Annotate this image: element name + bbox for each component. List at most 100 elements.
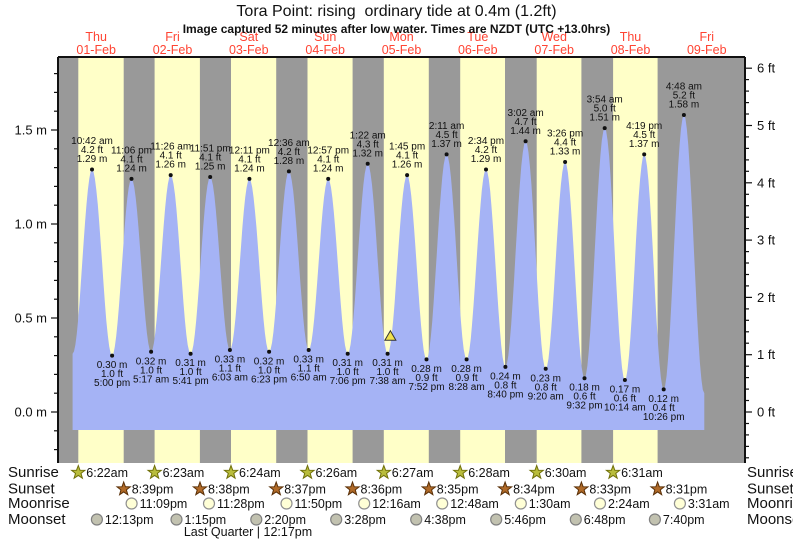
event-time: 8:33pm bbox=[589, 483, 631, 497]
y-axis-label-m: 1.5 m bbox=[14, 123, 47, 138]
tide-point-dot bbox=[582, 376, 587, 381]
sunset-row: Sunset Sunset 8:39pm 8:38pm 8:37pm 8:36pm 8:35… bbox=[8, 481, 793, 498]
day-name: Tue bbox=[467, 30, 488, 44]
event-time: 11:28pm bbox=[217, 497, 265, 511]
day-date: 05-Feb bbox=[382, 43, 422, 57]
event-time: 7:40pm bbox=[663, 513, 705, 527]
tide-point-dot bbox=[208, 175, 213, 179]
tide-point-dot bbox=[444, 152, 449, 157]
moonset-icon bbox=[330, 513, 343, 526]
tide-point-dot bbox=[484, 167, 488, 172]
y-axis-label-m: 1.0 m bbox=[14, 217, 47, 232]
tide-point-dot bbox=[90, 167, 94, 172]
moonrise-icon bbox=[593, 497, 607, 510]
high-tide-annotation-label: 12:11 pm 4.1 ft 1.24 m bbox=[229, 145, 270, 174]
event-time: 6:26am bbox=[316, 466, 358, 480]
high-tide-annotation-label: 3:02 am 4.7 ft 1.44 m bbox=[508, 108, 544, 137]
sunset-star-icon bbox=[344, 480, 361, 496]
moonrise-icon bbox=[514, 497, 527, 510]
y-axis-label-m: 0.5 m bbox=[14, 311, 47, 326]
low-tide-annotation: 0.30 m 1.0 ft 5:00 pm0.32 m 1.0 ft 5:17 am0.… bbox=[94, 348, 685, 423]
low-tide-annotation-label: 0.17 m 0.6 ft 10:14 am bbox=[604, 385, 646, 414]
low-tide-annotation-label: 0.23 m 0.8 ft 9:20 am bbox=[528, 373, 564, 402]
event-time: 6:23am bbox=[163, 466, 205, 480]
tide-point-dot bbox=[405, 173, 410, 178]
low-tide-annotation-label: 0.31 m 1.0 ft 7:38 am bbox=[370, 358, 406, 387]
moonrise-icon bbox=[280, 497, 293, 510]
high-tide-annotation-label: 4:19 pm 4.5 ft 1.37 m bbox=[626, 121, 662, 150]
tide-point-dot bbox=[247, 176, 252, 181]
sunset-star-icon bbox=[420, 480, 437, 496]
day-date: 02-Feb bbox=[153, 43, 193, 57]
tide-point-dot bbox=[523, 139, 528, 144]
tide-point-dot bbox=[543, 366, 548, 371]
moonrise-icon bbox=[125, 497, 138, 510]
event-time: 8:36pm bbox=[361, 483, 403, 497]
low-tide-annotation-label: 0.30 m 1.0 ft 5:00 pm bbox=[94, 360, 130, 389]
moonset-icon bbox=[490, 513, 503, 526]
tide-point-dot bbox=[424, 357, 429, 362]
event-time: 6:22am bbox=[86, 466, 128, 480]
low-tide-annotation-label: 0.24 m 0.8 ft 8:40 pm bbox=[487, 371, 523, 400]
day-date: 08-Feb bbox=[611, 43, 651, 57]
tide-point-dot bbox=[110, 353, 115, 358]
event-time: 8:37pm bbox=[284, 483, 326, 497]
event-time: 12:13pm bbox=[105, 513, 154, 527]
day-name: Thu bbox=[85, 30, 107, 44]
low-tide-annotation-label: 0.31 m 1.0 ft 5:41 pm bbox=[173, 358, 209, 387]
high-tide-annotation-label: 11:06 pm 4.1 ft 1.24 m bbox=[111, 145, 152, 174]
sunset-star-icon bbox=[115, 480, 132, 496]
moonset-icon bbox=[90, 513, 104, 526]
high-tide-annotation-label: 2:11 am 4.5 ft 1.37 m bbox=[429, 121, 464, 150]
high-tide-annotation-label: 11:26 am 4.1 ft 1.26 m bbox=[150, 142, 191, 171]
row-label-right: Moonrise bbox=[747, 495, 793, 512]
tide-point-dot bbox=[642, 152, 647, 157]
event-time: 6:27am bbox=[392, 466, 434, 480]
sunset-star-icon bbox=[497, 480, 514, 496]
high-tide-annotation-label: 3:26 pm 4.4 ft 1.33 m bbox=[547, 129, 583, 158]
tide-point-dot bbox=[503, 364, 508, 369]
high-tide-annotation-label: 11:51 pm 4.1 ft 1.25 m bbox=[190, 144, 231, 173]
event-time: 6:48pm bbox=[584, 513, 626, 527]
low-tide-annotation-label: 0.33 m 1.1 ft 6:50 am bbox=[291, 355, 327, 384]
high-tide-annotation-label: 12:36 am 4.2 ft 1.28 m bbox=[268, 138, 310, 167]
tide-point-dot bbox=[286, 169, 291, 174]
event-time: 4:38pm bbox=[424, 513, 466, 527]
moonset-icon bbox=[569, 513, 582, 526]
event-time: 3:28pm bbox=[344, 513, 386, 527]
moonrise-icon bbox=[202, 497, 216, 510]
event-time: 2:24am bbox=[608, 497, 650, 511]
sunset-star-icon bbox=[191, 480, 208, 496]
row-label-left: Sunset bbox=[8, 481, 56, 498]
day-date: 03-Feb bbox=[229, 43, 269, 57]
tide-point-dot bbox=[149, 349, 154, 354]
y-axis-label-m: 0.0 m bbox=[14, 405, 47, 420]
tide-point-dot bbox=[563, 160, 568, 164]
low-tide-annotation-label: 0.31 m 1.0 ft 7:06 pm bbox=[330, 358, 366, 387]
moonset-icon bbox=[250, 513, 263, 526]
event-time: 8:35pm bbox=[437, 483, 479, 497]
event-time: 8:31pm bbox=[666, 483, 708, 497]
high-tide-annotation-label: 1:45 pm 4.1 ft 1.26 m bbox=[389, 142, 425, 171]
page-title: Tora Point: rising ordinary tide at 0.4m… bbox=[236, 3, 557, 20]
tide-point-dot bbox=[602, 126, 607, 131]
tide-point-dot bbox=[129, 176, 134, 181]
event-time: 6:24am bbox=[239, 466, 281, 480]
day-date: 04-Feb bbox=[305, 43, 345, 57]
day-name: Wed bbox=[541, 30, 567, 44]
moonrise-icon bbox=[358, 497, 371, 510]
event-time: 6:31am bbox=[621, 466, 663, 480]
tide-point-dot bbox=[306, 348, 311, 352]
sunrise-star-icon bbox=[375, 464, 392, 480]
y-axis-label-ft: 6 ft bbox=[757, 61, 775, 76]
day-date: 07-Feb bbox=[534, 43, 574, 57]
day-name: Fri bbox=[700, 30, 715, 44]
event-time: 8:39pm bbox=[132, 483, 174, 497]
moon-phase-caption: Last Quarter | 12:17pm bbox=[184, 525, 312, 539]
low-tide-annotation-label: 0.32 m 1.0 ft 6:23 pm bbox=[251, 356, 287, 385]
tide-point-dot bbox=[365, 161, 370, 166]
event-time: 2:20pm bbox=[264, 513, 306, 527]
moonset-row: Moonset Moonset 12:13pm 1:15pm 2:20pm 3:28pm 4… bbox=[8, 511, 793, 528]
y-axis-label-ft: 3 ft bbox=[757, 233, 775, 248]
